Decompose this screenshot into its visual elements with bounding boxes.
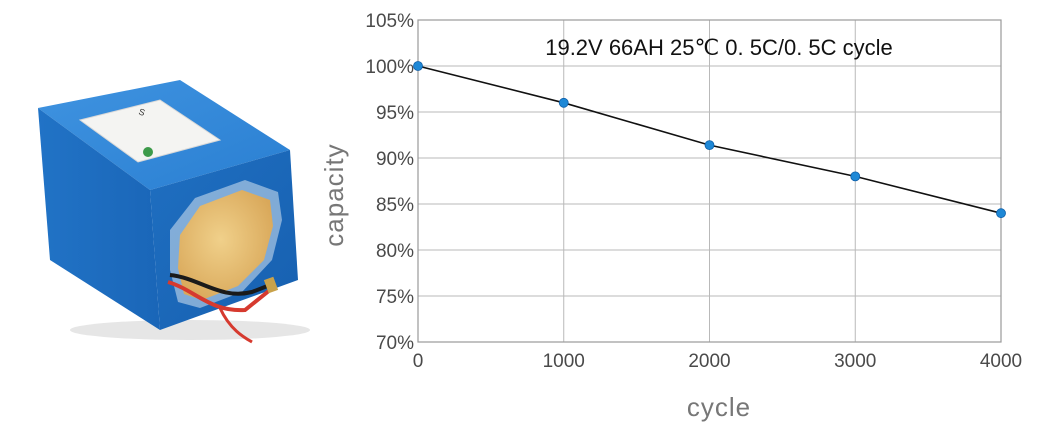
x-tick-label: 4000 [980,351,1022,372]
battery-shadow [70,320,310,340]
battery-black-wire [169,273,271,296]
chart-grid [417,19,1002,343]
y-tick-label: 70% [376,333,414,354]
battery-red-wire-tail [218,307,253,344]
data-point [413,61,423,71]
y-tick-label: 95% [376,103,414,124]
y-tick-label: 90% [376,149,414,170]
data-point [558,97,569,108]
y-tick-labels: 70% 75% 80% 85% 90% 95% 100% 105% [365,11,414,354]
y-tick-label: 75% [376,287,414,308]
y-tick-label: 100% [365,57,414,78]
battery-label-logo [143,147,153,157]
y-tick-label: 85% [376,195,414,216]
x-tick-label: 1000 [543,351,585,372]
battery-cell-face [178,190,273,300]
x-tick-labels: 0 1000 2000 3000 4000 [413,351,1022,372]
y-axis-label: capacity [319,143,349,246]
y-tick-label: 80% [376,241,414,262]
x-tick-label: 0 [413,351,424,372]
battery-connector [263,276,279,294]
chart-plot-frame [417,19,1002,343]
y-tick-label: 105% [365,11,414,32]
battery-label [78,99,222,163]
x-tick-label: 2000 [688,351,730,372]
data-point [704,140,715,151]
x-axis-label: cycle [687,392,751,422]
battery-red-wire [167,280,272,313]
series-markers [413,61,1006,219]
battery-label-mark: S [137,106,146,117]
data-point [850,171,861,182]
data-point [996,208,1006,219]
x-tick-label: 3000 [834,351,876,372]
battery-front-face [38,108,160,330]
chart-title: 19.2V 66AH 25℃ 0. 5C/0. 5C cycle [545,35,893,60]
battery-pack-image: S [38,80,310,344]
